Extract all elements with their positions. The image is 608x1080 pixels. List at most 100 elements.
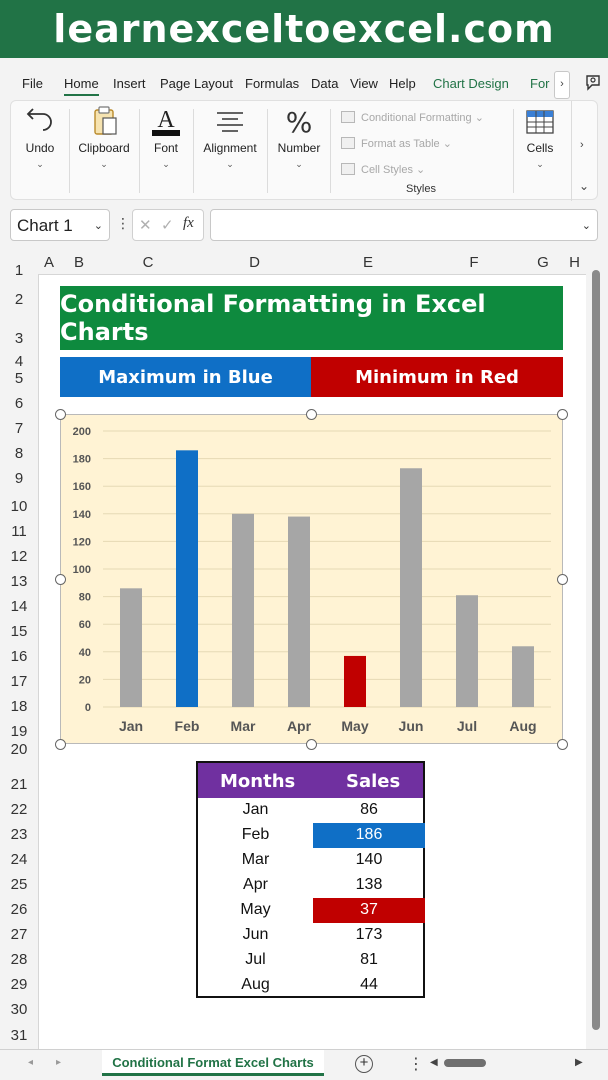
row-header[interactable]: 3 <box>14 330 24 347</box>
enter-icon[interactable]: ✓ <box>161 217 174 234</box>
sales-header[interactable]: Sales <box>346 771 401 792</box>
chart-1[interactable]: 0 20 40 60 80 100 120 140 160 180 200 Jan Feb Mar Apr M… <box>60 414 563 744</box>
row-header[interactable]: 1 <box>14 262 24 279</box>
month-cell[interactable]: May <box>240 901 271 918</box>
tab-view[interactable]: View <box>350 76 378 91</box>
row-header[interactable]: 9 <box>14 470 24 487</box>
row-header[interactable]: 23 <box>10 826 28 843</box>
sales-cell[interactable]: 140 <box>355 851 383 868</box>
format-as-table-button[interactable]: Format as Table ⌄ <box>341 137 452 150</box>
row-header[interactable]: 4 <box>14 353 24 370</box>
column-header-b[interactable]: B <box>73 254 84 271</box>
row-header[interactable]: 13 <box>10 573 28 590</box>
month-cell[interactable]: Mar <box>241 851 270 868</box>
resize-handle[interactable] <box>557 739 568 750</box>
number-group[interactable]: % Number ⌄ <box>269 101 329 201</box>
sheet-title-cell[interactable]: Conditional Formatting in Excel Charts <box>60 286 563 350</box>
month-cell[interactable]: Aug <box>241 976 270 993</box>
column-header-d[interactable]: D <box>249 254 260 271</box>
bar-may[interactable] <box>344 655 366 707</box>
sales-cell[interactable]: 86 <box>360 801 378 818</box>
sales-cell[interactable]: 81 <box>360 951 378 968</box>
row-header[interactable]: 6 <box>14 395 24 412</box>
row-header[interactable]: 31 <box>10 1027 28 1044</box>
conditional-formatting-button[interactable]: Conditional Formatting ⌄ <box>341 111 484 124</box>
row-header[interactable]: 2 <box>14 291 24 308</box>
month-cell[interactable]: Jan <box>242 801 269 818</box>
sales-cell-max[interactable]: 186 <box>313 823 425 848</box>
column-header-e[interactable]: E <box>362 254 373 271</box>
name-box[interactable]: Chart 1 ⌄ <box>10 209 110 241</box>
month-cell[interactable]: Jun <box>242 926 269 943</box>
tab-formulas[interactable]: Formulas <box>245 76 300 91</box>
more-options-icon[interactable]: ⋮ <box>116 215 130 231</box>
scroll-right-icon[interactable]: ▶ <box>575 1057 583 1068</box>
cell-styles-button[interactable]: Cell Styles ⌄ <box>341 163 425 176</box>
row-header[interactable]: 26 <box>10 901 28 918</box>
row-header[interactable]: 12 <box>10 548 28 565</box>
month-cell[interactable]: Jul <box>245 951 266 968</box>
ribbon-expand-icon[interactable]: ⌄ <box>579 179 590 193</box>
cancel-icon[interactable]: ✕ <box>139 217 152 234</box>
add-sheet-button[interactable]: + <box>355 1055 373 1073</box>
row-header[interactable]: 27 <box>10 926 28 943</box>
tab-chart-design[interactable]: Chart Design <box>433 76 509 91</box>
resize-handle[interactable] <box>306 409 317 420</box>
cells-group[interactable]: Cells ⌄ <box>515 101 565 201</box>
bar-mar[interactable] <box>232 513 254 707</box>
sales-cell[interactable]: 173 <box>355 926 383 943</box>
comment-icon[interactable] <box>584 74 602 92</box>
row-header[interactable]: 16 <box>10 648 28 665</box>
column-header-g[interactable]: G <box>537 254 549 271</box>
row-header[interactable]: 8 <box>14 445 24 462</box>
formula-input[interactable]: ⌄ <box>210 209 598 241</box>
row-header[interactable]: 7 <box>14 420 24 437</box>
month-cell[interactable]: Apr <box>243 876 268 893</box>
row-header[interactable]: 24 <box>10 851 28 868</box>
sheet-tab-active[interactable]: Conditional Format Excel Charts <box>102 1050 324 1076</box>
tab-format[interactable]: For <box>530 76 550 91</box>
tab-file[interactable]: File <box>22 76 43 91</box>
resize-handle[interactable] <box>557 574 568 585</box>
vertical-scroll-thumb[interactable] <box>592 270 600 1030</box>
row-header[interactable]: 14 <box>10 598 28 615</box>
chevron-down-icon[interactable]: ⌄ <box>581 220 591 232</box>
column-header-h[interactable]: H <box>569 254 580 271</box>
min-legend-cell[interactable]: Minimum in Red <box>311 357 563 397</box>
font-group[interactable]: A Font ⌄ <box>141 101 191 201</box>
column-header-c[interactable]: C <box>142 254 154 271</box>
row-header[interactable]: 25 <box>10 876 28 893</box>
scroll-left-icon[interactable]: ◀ <box>430 1057 438 1068</box>
sales-cell[interactable]: 44 <box>360 976 378 993</box>
horizontal-scroll-thumb[interactable] <box>444 1059 486 1067</box>
vertical-scrollbar[interactable] <box>592 262 600 1042</box>
tab-page-layout[interactable]: Page Layout <box>160 76 234 91</box>
tab-help[interactable]: Help <box>389 76 416 91</box>
sales-cell[interactable]: 138 <box>355 876 383 893</box>
resize-handle[interactable] <box>55 739 66 750</box>
row-header[interactable]: 22 <box>10 801 28 818</box>
row-header[interactable]: 21 <box>10 776 28 793</box>
row-header[interactable]: 29 <box>10 976 28 993</box>
column-header-f[interactable]: F <box>469 254 479 271</box>
row-header[interactable]: 20 <box>10 741 28 758</box>
resize-handle[interactable] <box>557 409 568 420</box>
chevron-down-icon[interactable]: ⌄ <box>93 220 103 232</box>
resize-handle[interactable] <box>306 739 317 750</box>
tab-data[interactable]: Data <box>311 76 339 91</box>
tab-home[interactable]: Home <box>64 76 99 96</box>
row-header[interactable]: 19 <box>10 723 28 740</box>
bar-jan[interactable] <box>120 588 142 707</box>
resize-handle[interactable] <box>55 574 66 585</box>
insert-function-icon[interactable]: fx <box>183 215 194 231</box>
row-header[interactable]: 15 <box>10 623 28 640</box>
more-options-icon[interactable]: ⋮ <box>408 1056 424 1073</box>
column-header-a[interactable]: A <box>43 254 54 271</box>
bar-feb[interactable] <box>176 450 198 707</box>
row-header[interactable]: 10 <box>10 498 28 515</box>
max-legend-cell[interactable]: Maximum in Blue <box>60 357 311 397</box>
ribbon-scroll-right-icon[interactable]: › <box>580 139 584 151</box>
previous-sheet-icon[interactable]: ◂ <box>28 1057 34 1068</box>
resize-handle[interactable] <box>55 409 66 420</box>
undo-group[interactable]: Undo ⌄ <box>11 101 69 201</box>
